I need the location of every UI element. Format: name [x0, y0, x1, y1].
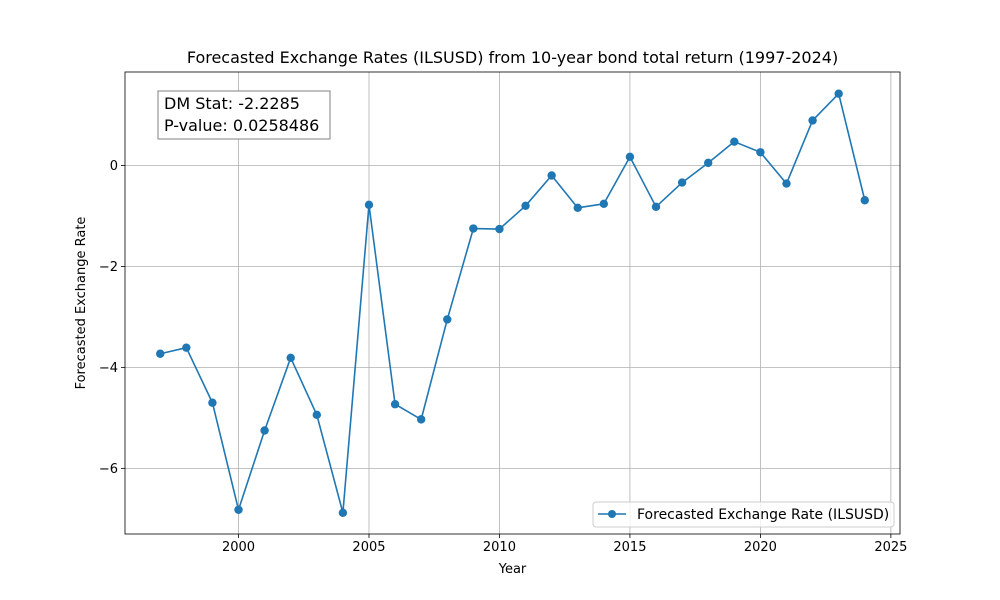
- legend-frame: [592, 501, 895, 528]
- data-point-1998: [182, 343, 191, 352]
- x-axis-label: Year: [498, 562, 527, 577]
- data-point-2017: [677, 178, 687, 187]
- annotation-dm-stat: DM Stat: -2.2285: [164, 94, 300, 113]
- data-point-2011: [521, 201, 530, 211]
- x-tick-label: 2020: [744, 540, 777, 555]
- data-point-2002: [286, 353, 295, 362]
- data-point-2005: [364, 200, 374, 209]
- data-point-1999: [208, 398, 217, 407]
- data-point-2007: [416, 415, 426, 424]
- x-tick-label: 2005: [352, 540, 385, 555]
- y-tick-label: −2: [99, 260, 118, 275]
- data-point-2021: [782, 179, 791, 188]
- y-tick-label: 0: [110, 159, 118, 174]
- x-tick-label: 2015: [613, 540, 646, 555]
- data-point-2020: [756, 148, 765, 157]
- data-point-2018: [704, 158, 713, 168]
- plot-area: [125, 72, 900, 534]
- series-line: [160, 92, 866, 514]
- legend-marker-swatch: [608, 510, 616, 518]
- data-point-2000: [234, 505, 243, 514]
- x-tick-label: 2000: [222, 540, 255, 555]
- y-axis-ticks: 0 −2 −4 −6: [99, 159, 125, 477]
- data-point-2004: [338, 508, 348, 517]
- data-point-1997: [156, 349, 165, 358]
- plot-frame: [124, 71, 901, 535]
- data-point-2023: [834, 89, 843, 98]
- data-point-2009: [469, 224, 478, 233]
- x-tick-label: 2025: [874, 540, 907, 555]
- data-point-2003: [312, 410, 321, 420]
- chart-title: Forecasted Exchange Rates (ILSUSD) from …: [187, 48, 838, 67]
- annotation-box: DM Stat: -2.2285 P-value: 0.0258486: [157, 90, 331, 140]
- y-tick-label: −4: [99, 361, 118, 376]
- y-tick-label: −6: [99, 462, 118, 477]
- x-tick-label: 2010: [483, 540, 516, 555]
- series-layer: [156, 89, 869, 517]
- data-point-2006: [390, 400, 400, 409]
- x-axis-ticks: 2000 2005 2010 2015 2020 2025: [222, 534, 907, 555]
- y-axis-label: Forecasted Exchange Rate: [74, 217, 89, 390]
- legend-entry-label: Forecasted Exchange Rate (ILSUSD): [637, 507, 889, 523]
- data-point-2022: [808, 116, 817, 125]
- data-point-2008: [443, 315, 452, 324]
- data-point-2010: [495, 224, 504, 234]
- data-point-2013: [573, 203, 582, 213]
- data-point-2012: [547, 171, 556, 180]
- legend: Forecasted Exchange Rate (ILSUSD): [592, 501, 895, 528]
- data-point-2015: [625, 152, 635, 162]
- annotation-p-value: P-value: 0.0258486: [164, 116, 319, 135]
- data-point-2016: [651, 202, 661, 212]
- data-point-2001: [260, 426, 269, 435]
- data-point-2019: [730, 137, 739, 146]
- data-point-2014: [599, 199, 609, 208]
- data-point-2024: [860, 196, 869, 205]
- annotation-frame: [157, 90, 331, 140]
